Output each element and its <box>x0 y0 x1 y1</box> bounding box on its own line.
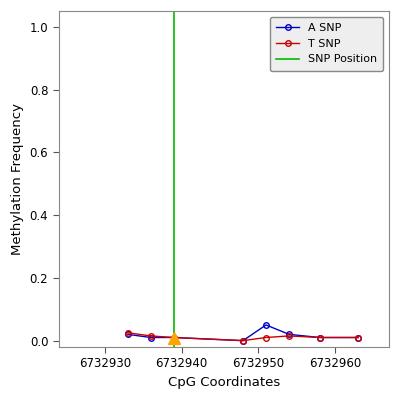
Y-axis label: Methylation Frequency: Methylation Frequency <box>11 103 24 255</box>
X-axis label: CpG Coordinates: CpG Coordinates <box>168 376 280 389</box>
Legend: A SNP, T SNP, SNP Position: A SNP, T SNP, SNP Position <box>270 17 383 71</box>
